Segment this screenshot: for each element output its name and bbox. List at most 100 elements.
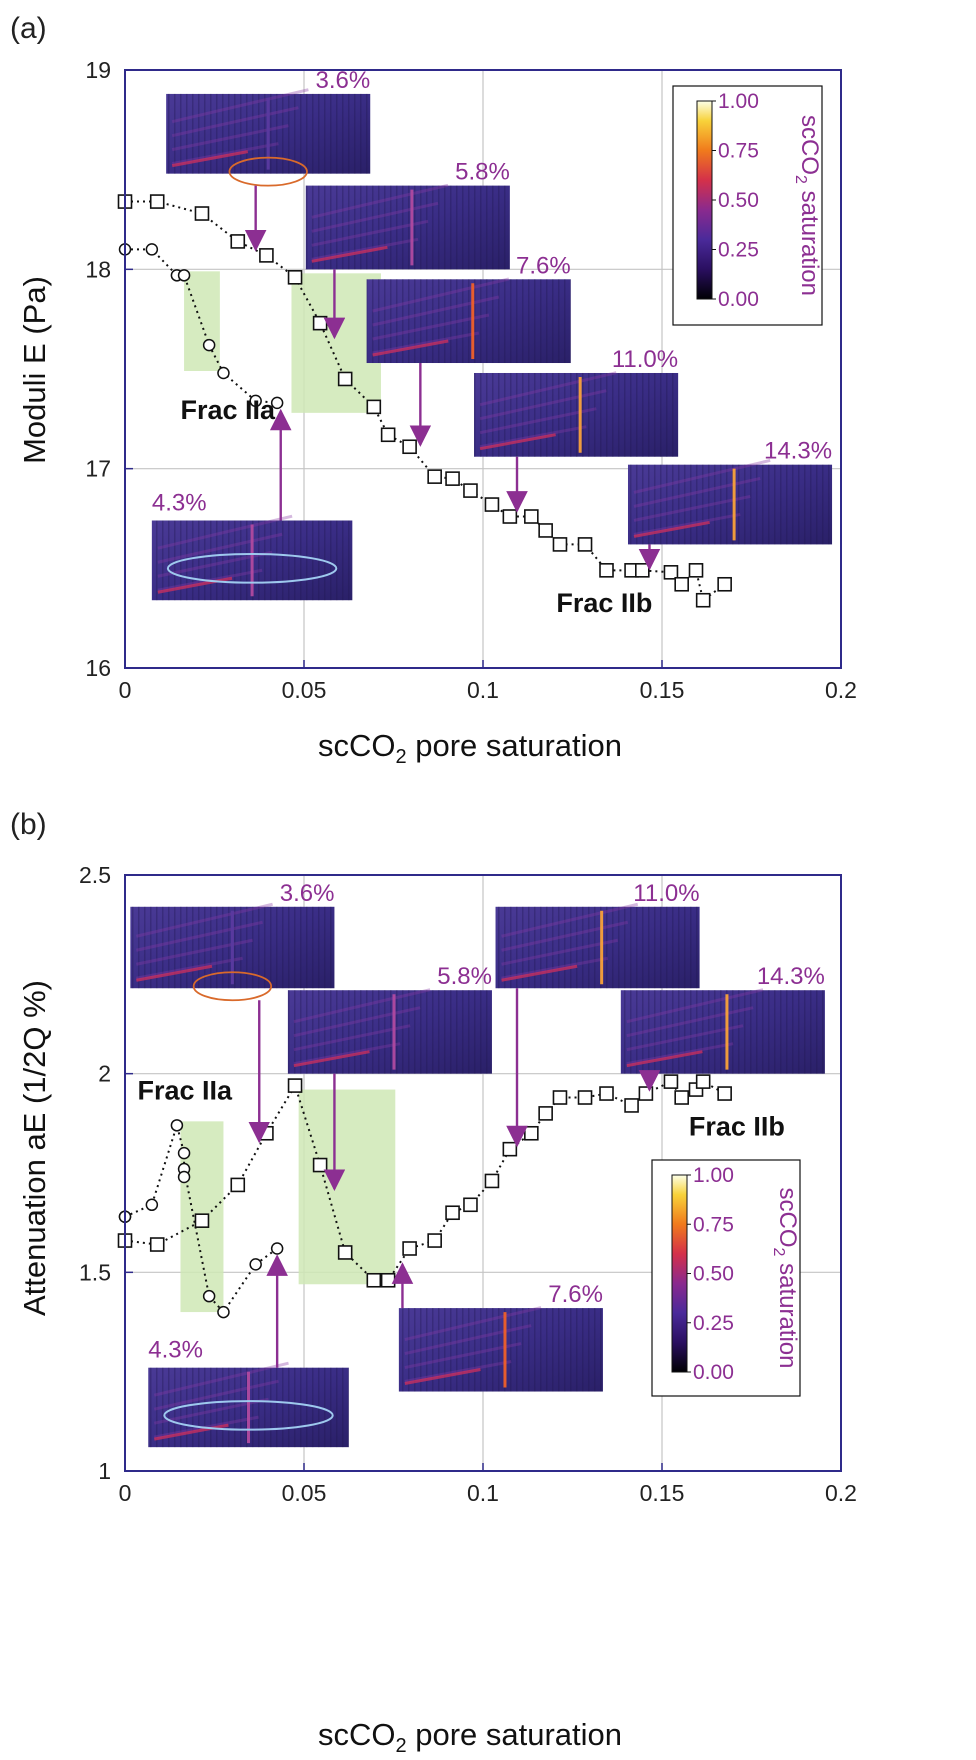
square-marker <box>366 1272 382 1288</box>
colorbar-tick-label: 0.25 <box>718 239 759 262</box>
panel-a-colorbar: 1.00 0.75 0.50 0.25 0.00 scCO2 saturation <box>672 85 823 326</box>
square-marker <box>402 439 417 455</box>
inset-highlight-ellipse <box>163 1400 334 1431</box>
colorbar-tick-label: 0.50 <box>718 189 759 212</box>
inset-streak <box>293 1042 401 1066</box>
colorbar-tick-label: 1.00 <box>718 90 759 113</box>
inset-streak <box>626 988 764 1024</box>
inset-streak <box>501 956 609 980</box>
square-marker <box>674 1090 689 1105</box>
inset-streak <box>311 219 429 247</box>
inset-streak <box>311 237 419 261</box>
inset-streak <box>404 1360 512 1384</box>
inset-hot-streak <box>404 1368 481 1386</box>
square-marker <box>484 497 500 512</box>
panel-b-shaded-regions <box>180 1089 396 1313</box>
square-marker <box>695 592 711 608</box>
inset-streak <box>153 1361 289 1397</box>
saturation-inset: 11.0% <box>474 346 679 513</box>
y-tick-label: 2 <box>98 1061 111 1087</box>
circle-marker <box>249 394 262 408</box>
square-marker <box>552 1090 568 1105</box>
inset-saturation-label: 11.0% <box>633 880 699 907</box>
inset-streak <box>501 902 639 938</box>
panel-a-x-axis-title: scCO2 pore saturation <box>318 728 622 768</box>
colorbar-gradient <box>671 1174 688 1373</box>
x-tick-label: 0.05 <box>282 1480 327 1506</box>
square-marker <box>312 315 328 331</box>
inset-streak <box>633 476 761 508</box>
colorbar-gradient <box>696 100 713 300</box>
square-marker <box>524 1125 539 1141</box>
panel-b-label: (b) <box>10 808 47 841</box>
inset-streak <box>311 183 449 219</box>
y-tick-label: 1 <box>98 1458 111 1484</box>
circle-marker <box>270 396 284 410</box>
colorbar-tick-label: 0.00 <box>718 288 759 311</box>
colorbar-title: scCO2 saturation <box>770 1188 801 1369</box>
shaded-region <box>291 273 381 413</box>
square-marker <box>538 523 553 538</box>
circle-marker <box>217 1305 230 1319</box>
inset-streak <box>404 1342 522 1370</box>
inset-streak <box>171 88 309 124</box>
circle-marker <box>270 1242 284 1255</box>
inset-saturation-label: 14.3% <box>764 438 832 465</box>
panel-b-ticks: 0 0.05 0.1 0.15 0.2 1 1.5 2 2.5 <box>79 862 857 1506</box>
inset-hot-streak <box>626 1050 703 1068</box>
x-tick-label: 0.2 <box>825 1480 857 1506</box>
inset-hot-streak <box>311 245 388 263</box>
saturation-inset: 7.6% <box>391 1262 603 1392</box>
square-marker <box>380 1272 396 1288</box>
circle-marker <box>202 338 216 352</box>
circle-marker <box>249 1258 262 1271</box>
inset-hot-streak <box>479 433 556 451</box>
inset-streak <box>171 142 279 166</box>
square-marker <box>445 471 460 486</box>
panel-b-annotations: Frac IIa Frac IIb <box>138 1075 785 1141</box>
circle-marker <box>145 1198 159 1212</box>
inset-streak <box>136 902 273 938</box>
inset-streak <box>311 201 439 233</box>
circle-marker <box>217 366 230 380</box>
square-marker <box>635 563 650 578</box>
inset-highlight-ellipse <box>228 156 308 187</box>
square-marker <box>463 1197 478 1213</box>
panel-a-series-lines <box>125 200 726 602</box>
colorbar-tick-label: 0.75 <box>693 1213 734 1236</box>
x-tick-label: 0.05 <box>282 677 327 703</box>
square-marker <box>599 563 614 578</box>
square-marker <box>538 1106 553 1121</box>
series-annotation: Frac IIb <box>689 1111 785 1141</box>
square-marker <box>287 1078 303 1093</box>
inset-saturation-label: 4.3% <box>152 489 207 516</box>
square-marker <box>194 1213 210 1228</box>
square-marker <box>717 1086 732 1101</box>
inset-saturation-label: 7.6% <box>516 252 571 279</box>
square-marker <box>337 371 353 387</box>
saturation-inset: 5.8% <box>287 963 492 1192</box>
inset-streak <box>626 1024 744 1052</box>
inset-highlight-ellipse <box>166 552 338 584</box>
inset-hot-streak <box>372 339 449 357</box>
square-marker <box>230 234 246 249</box>
inset-hot-streak <box>501 964 578 982</box>
inset-streak <box>633 512 741 536</box>
square-marker <box>445 1205 460 1221</box>
square-marker <box>717 576 732 592</box>
x-tick-label: 0.1 <box>467 1480 499 1506</box>
square-marker <box>484 1173 500 1189</box>
colorbar-tick-label: 1.00 <box>693 1164 734 1187</box>
inset-streak <box>479 407 597 435</box>
inset-streak <box>293 1024 411 1052</box>
inset-streak <box>479 371 617 407</box>
square-marker <box>599 1086 614 1101</box>
square-marker <box>230 1177 246 1193</box>
panel-a: (a) 3.6%5.8%7.6%11.0%14.3%4.3% 0 0.05 0.1 0… <box>10 12 857 768</box>
panel-b: (b) 3.6%5.8%11.0%14.3%7.6%4.3% 0 0.05 0.1 0… <box>10 808 857 1757</box>
y-tick-label: 16 <box>85 655 111 681</box>
inset-saturation-label: 11.0% <box>612 346 678 373</box>
square-marker <box>149 1237 165 1252</box>
panel-a-y-axis-title: Moduli E (Pa) <box>17 276 52 464</box>
panel-a-annotations: Frac IIa Frac IIb <box>180 395 652 618</box>
